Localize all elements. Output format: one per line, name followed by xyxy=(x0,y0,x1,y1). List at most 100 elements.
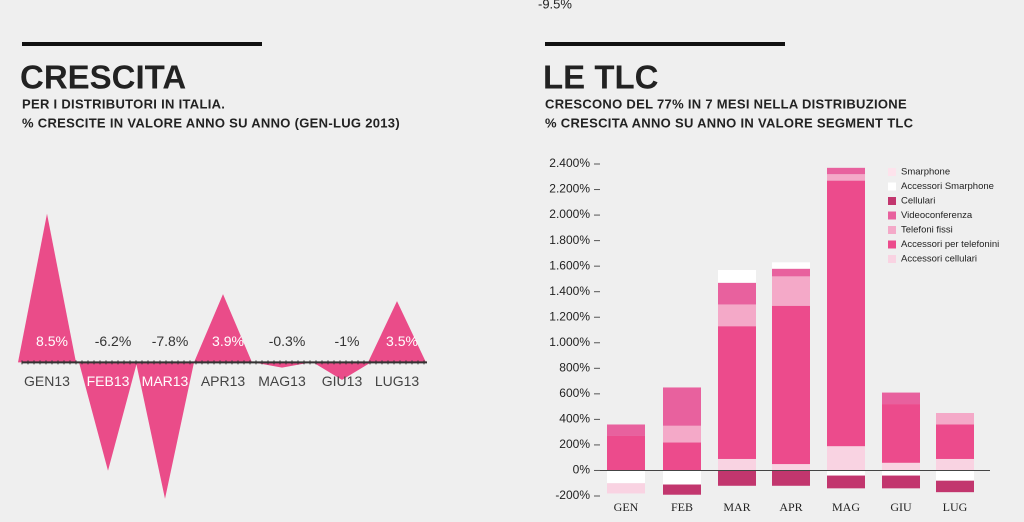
x-tick-label: MAG13 xyxy=(258,373,306,389)
y-tick-label: 1.200% xyxy=(549,309,590,323)
bar-segment xyxy=(772,470,810,486)
value-label: -7.8% xyxy=(152,333,189,349)
rule xyxy=(545,42,785,46)
bar-segment xyxy=(607,424,645,436)
x-tick-label: GEN xyxy=(614,500,639,514)
rule xyxy=(22,42,262,46)
y-tick-label: 0% xyxy=(573,463,591,477)
value-label: 8.5% xyxy=(36,333,68,349)
bar-segment xyxy=(663,470,701,485)
bar-segment xyxy=(936,458,974,471)
legend-swatch xyxy=(888,255,896,263)
legend-label: Accessori Smarphone xyxy=(901,181,994,192)
x-tick-label: MAG xyxy=(832,500,860,514)
bar-segment xyxy=(663,442,701,471)
x-tick-label: MAR13 xyxy=(142,373,189,389)
bar-segment xyxy=(663,387,701,426)
bar-segment xyxy=(936,424,974,459)
y-tick-label: 2.400% xyxy=(549,156,590,170)
x-tick-label: GIU xyxy=(890,500,912,514)
bar-segment xyxy=(882,404,920,463)
bar-segment xyxy=(772,268,810,277)
x-tick-label: GEN13 xyxy=(24,373,70,389)
bar-segment xyxy=(718,304,756,327)
spike xyxy=(136,362,194,499)
bar-segment xyxy=(772,276,810,306)
legend-swatch xyxy=(888,226,896,234)
chart-title: LE TLC xyxy=(543,59,658,96)
bar-segment xyxy=(718,458,756,471)
bar-segment xyxy=(827,180,865,447)
bar-segment xyxy=(718,269,756,283)
x-tick-label: APR xyxy=(779,500,802,514)
bar-segment xyxy=(882,462,920,471)
bar-segment xyxy=(827,470,865,476)
legend-label: Cellulari xyxy=(901,196,935,207)
bar-segment xyxy=(772,464,810,471)
legend-label: Accessori per telefonini xyxy=(901,239,999,250)
spike xyxy=(79,362,137,471)
value-label: -0.3% xyxy=(269,333,306,349)
legend-label: Telefoni fissi xyxy=(901,225,953,236)
legend-swatch xyxy=(888,240,896,249)
spike xyxy=(194,294,252,363)
bar-segment xyxy=(936,480,974,493)
y-tick-label: 2.000% xyxy=(549,207,590,221)
value-label: -6.2% xyxy=(95,333,132,349)
bar-segment xyxy=(936,470,974,481)
x-tick-label: MAR xyxy=(723,500,750,514)
x-tick-label: LUG xyxy=(943,500,968,514)
y-tick-label: 1.800% xyxy=(549,233,590,247)
x-tick-label: APR13 xyxy=(201,373,246,389)
bar-segment xyxy=(936,413,974,425)
bar-segment xyxy=(882,392,920,405)
x-tick-label: FEB xyxy=(671,500,693,514)
bar-segment xyxy=(607,435,645,471)
bar-segment xyxy=(882,475,920,489)
bar-segment xyxy=(827,167,865,175)
bar-segment xyxy=(827,174,865,181)
bar-segment xyxy=(607,483,645,494)
spike xyxy=(313,362,371,380)
bar-segment xyxy=(882,470,920,476)
chart-title: CRESCITA xyxy=(20,59,186,96)
legend-swatch xyxy=(888,168,896,176)
bar-segment xyxy=(827,475,865,489)
legend-label: Accessori cellulari xyxy=(901,254,977,265)
spike xyxy=(18,213,76,363)
legend-swatch xyxy=(888,182,896,191)
y-tick-label: -200% xyxy=(555,488,590,502)
legend-swatch xyxy=(888,211,896,220)
legend-label: Smarphone xyxy=(901,167,950,178)
subtitle: % CRESCITE IN VALORE ANNO SU ANNO (GEN-L… xyxy=(22,115,400,130)
bar-segment xyxy=(607,470,645,484)
bar-segment xyxy=(772,262,810,269)
bar-segment xyxy=(663,484,701,495)
bar-segment xyxy=(718,282,756,305)
subtitle: % CRESCITA ANNO SU ANNO IN VALORE SEGMEN… xyxy=(545,115,914,130)
y-tick-label: 1.600% xyxy=(549,258,590,272)
value-label: 3.5% xyxy=(386,333,418,349)
legend-label: Videoconferenza xyxy=(901,210,973,221)
x-tick-label: FEB13 xyxy=(87,373,130,389)
bar-segment xyxy=(718,470,756,486)
subtitle: PER I DISTRIBUTORI IN ITALIA. xyxy=(22,96,225,111)
subtitle: CRESCONO DEL 77% IN 7 MESI NELLA DISTRIB… xyxy=(545,96,907,111)
spike xyxy=(368,301,426,363)
y-tick-label: 600% xyxy=(559,386,590,400)
y-tick-label: 800% xyxy=(559,360,590,374)
bar-segment xyxy=(718,326,756,459)
y-tick-label: 2.200% xyxy=(549,182,590,196)
y-tick-label: 1.000% xyxy=(549,335,590,349)
bar-segment xyxy=(827,446,865,471)
stray-label: -9.5% xyxy=(538,0,572,11)
bar-segment xyxy=(663,425,701,443)
y-tick-label: 400% xyxy=(559,412,590,426)
x-tick-label: LUG13 xyxy=(375,373,420,389)
value-label: 3.9% xyxy=(212,333,244,349)
bar-segment xyxy=(772,305,810,465)
x-tick-label: GIU13 xyxy=(322,373,363,389)
legend-swatch xyxy=(888,197,896,205)
y-tick-label: 1.400% xyxy=(549,284,590,298)
